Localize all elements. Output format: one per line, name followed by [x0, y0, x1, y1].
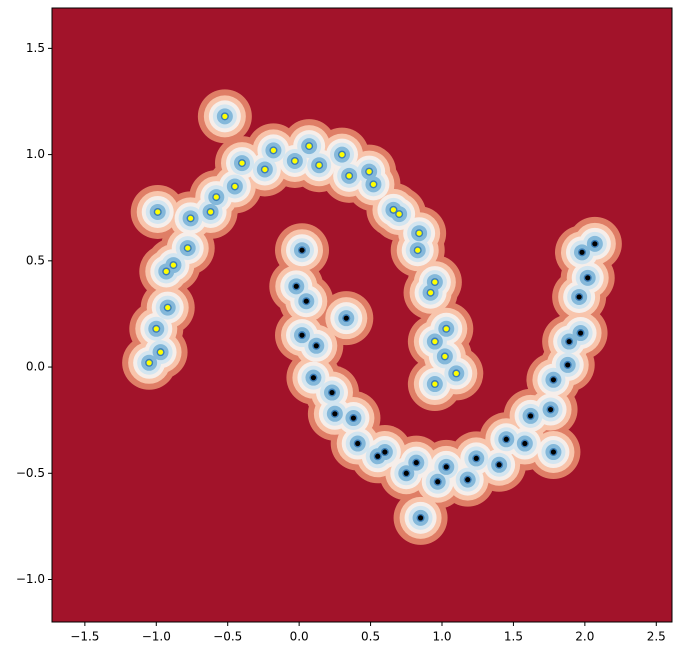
data-point	[547, 406, 554, 413]
data-point	[592, 241, 598, 247]
data-point	[413, 460, 419, 466]
data-point	[435, 479, 441, 485]
data-point	[343, 315, 349, 321]
data-point	[527, 413, 534, 419]
y-tick-label: 1.5	[26, 41, 45, 55]
data-point	[332, 411, 338, 417]
data-point	[303, 298, 309, 304]
data-point	[163, 268, 169, 275]
data-point	[370, 181, 377, 187]
data-point	[577, 330, 584, 336]
x-tick-label: −1.0	[142, 630, 171, 644]
x-tick-label: −1.5	[70, 630, 99, 644]
data-point	[443, 464, 449, 470]
data-point	[432, 279, 438, 285]
data-point	[329, 389, 335, 396]
data-point	[566, 338, 572, 345]
plot-area	[52, 8, 672, 622]
x-tick-label: 0.5	[361, 630, 380, 644]
x-tick-label: 1.0	[432, 630, 451, 644]
data-point	[432, 381, 438, 387]
contour-level	[145, 112, 599, 522]
data-point	[187, 215, 194, 221]
data-point	[432, 338, 438, 345]
data-point	[565, 362, 571, 368]
data-point	[299, 332, 305, 338]
data-point	[222, 113, 228, 119]
data-point	[390, 207, 397, 213]
data-point	[550, 377, 557, 383]
data-point	[346, 173, 352, 179]
data-point	[310, 375, 317, 381]
data-point	[503, 436, 509, 442]
data-point	[550, 449, 557, 455]
data-point	[579, 249, 585, 255]
y-tick-label: 0.0	[26, 360, 45, 374]
data-point	[299, 247, 305, 253]
data-point	[416, 230, 422, 236]
data-point	[232, 183, 238, 190]
data-point	[207, 209, 214, 215]
data-point	[417, 515, 424, 521]
x-tick-label: 2.0	[575, 630, 594, 644]
x-tick-label: 1.5	[504, 630, 523, 644]
data-point	[453, 370, 459, 377]
data-point	[155, 209, 161, 215]
data-point	[262, 166, 268, 173]
data-point	[427, 290, 434, 296]
data-point	[306, 143, 312, 149]
data-point	[153, 326, 159, 332]
data-point	[585, 275, 591, 281]
data-point	[375, 453, 381, 459]
data-point	[157, 349, 164, 355]
data-point	[270, 147, 277, 153]
data-point	[473, 455, 479, 462]
y-tick-label: −1.0	[16, 572, 45, 586]
data-point	[239, 160, 245, 166]
data-point	[366, 168, 372, 175]
y-tick-label: 1.0	[26, 147, 45, 161]
data-point	[382, 449, 388, 455]
data-point	[185, 245, 191, 251]
data-point	[339, 151, 345, 158]
x-tick-label: −0.5	[213, 630, 242, 644]
data-point	[170, 262, 177, 268]
data-point	[146, 360, 152, 366]
data-point	[316, 162, 322, 168]
data-point	[442, 353, 448, 360]
data-point	[415, 247, 421, 253]
x-tick-label: 0.0	[290, 630, 309, 644]
axes-frame	[51, 7, 673, 623]
data-point	[522, 440, 528, 447]
data-point	[213, 194, 219, 200]
x-tick-label: 2.5	[647, 630, 666, 644]
data-point	[396, 211, 402, 217]
data-point	[355, 440, 361, 447]
data-point	[165, 304, 171, 311]
data-point	[465, 477, 471, 483]
data-point	[292, 158, 298, 164]
data-point	[576, 294, 582, 300]
data-point	[350, 415, 357, 421]
data-point	[313, 343, 319, 349]
data-point	[443, 326, 449, 332]
data-point	[496, 462, 502, 468]
y-tick-label: −0.5	[16, 466, 45, 480]
data-point	[403, 470, 409, 476]
data-point	[293, 283, 299, 289]
y-tick-label: 0.5	[26, 253, 45, 267]
